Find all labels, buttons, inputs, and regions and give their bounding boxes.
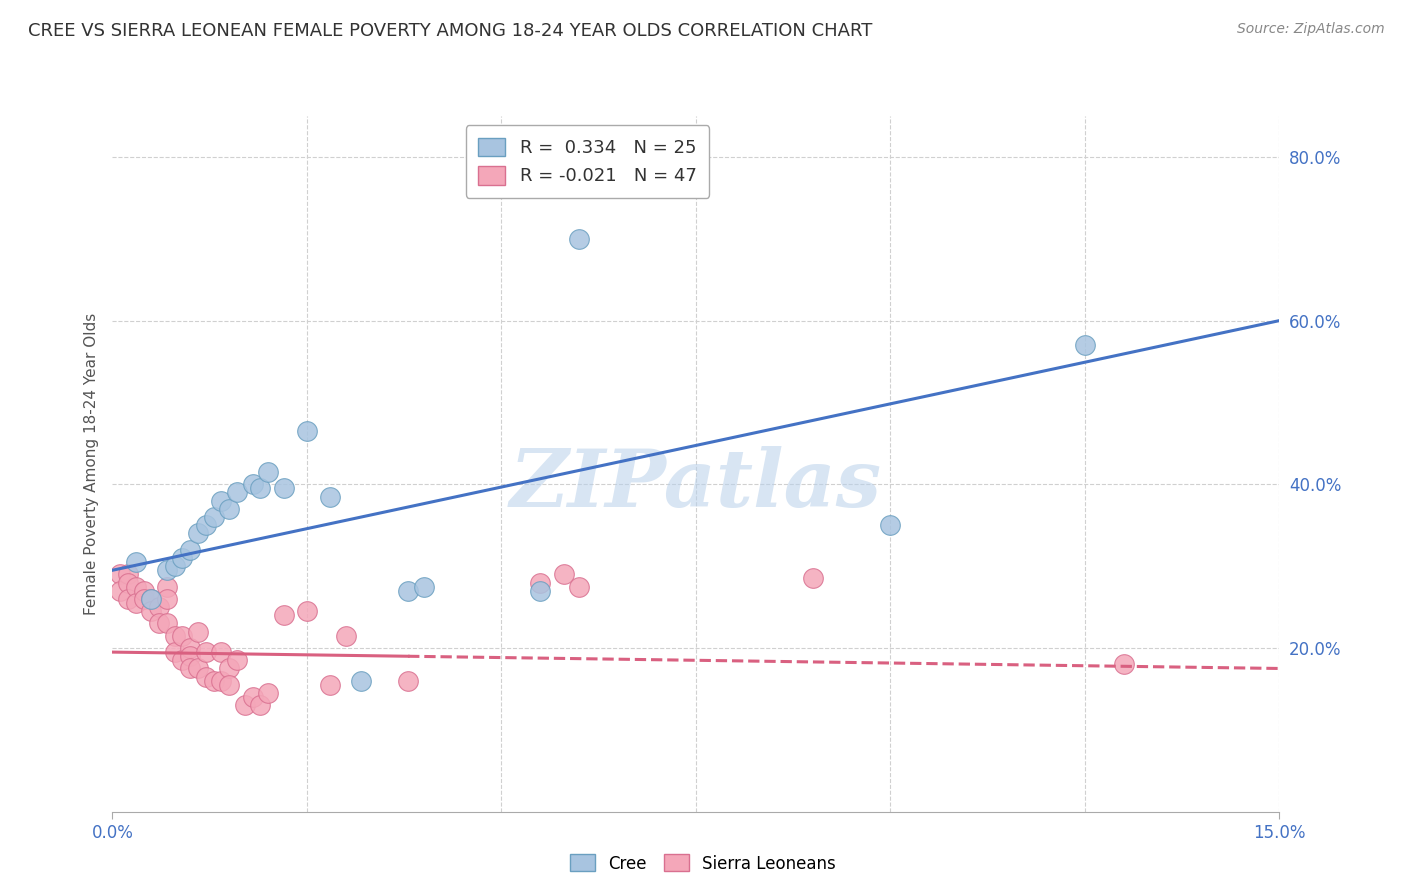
Point xyxy=(179,542,201,557)
Point xyxy=(218,661,240,675)
Y-axis label: Female Poverty Among 18-24 Year Olds: Female Poverty Among 18-24 Year Olds xyxy=(83,313,98,615)
Point xyxy=(1112,657,1135,672)
Point xyxy=(141,591,163,606)
Point xyxy=(163,645,186,659)
Point xyxy=(879,518,901,533)
Point xyxy=(187,526,209,541)
Point xyxy=(172,551,194,566)
Point xyxy=(350,673,373,688)
Point xyxy=(125,596,148,610)
Point xyxy=(179,640,201,655)
Point xyxy=(209,673,232,688)
Point xyxy=(194,645,217,659)
Point xyxy=(233,698,256,713)
Point xyxy=(132,591,155,606)
Point xyxy=(295,424,318,438)
Point xyxy=(148,616,170,631)
Point xyxy=(242,477,264,491)
Point xyxy=(187,661,209,675)
Point xyxy=(529,583,551,598)
Point xyxy=(801,571,824,585)
Legend: R =  0.334   N = 25, R = -0.021   N = 47: R = 0.334 N = 25, R = -0.021 N = 47 xyxy=(465,125,710,198)
Point xyxy=(273,608,295,623)
Point xyxy=(335,629,357,643)
Point xyxy=(568,580,591,594)
Point xyxy=(412,580,434,594)
Point xyxy=(568,232,591,246)
Point xyxy=(209,493,232,508)
Point xyxy=(226,653,249,667)
Point xyxy=(194,518,217,533)
Point xyxy=(117,575,139,590)
Point xyxy=(396,673,419,688)
Point xyxy=(273,482,295,496)
Point xyxy=(156,591,179,606)
Point xyxy=(156,563,179,577)
Point xyxy=(529,575,551,590)
Point xyxy=(319,490,342,504)
Point xyxy=(218,501,240,516)
Point xyxy=(242,690,264,705)
Point xyxy=(319,678,342,692)
Point xyxy=(179,661,201,675)
Point xyxy=(148,600,170,615)
Point xyxy=(163,559,186,574)
Point xyxy=(179,649,201,664)
Point xyxy=(1074,338,1097,352)
Point xyxy=(249,698,271,713)
Point xyxy=(172,653,194,667)
Point xyxy=(202,673,225,688)
Point xyxy=(156,580,179,594)
Point xyxy=(125,580,148,594)
Point xyxy=(249,482,271,496)
Point xyxy=(141,604,163,618)
Point xyxy=(295,604,318,618)
Point xyxy=(117,591,139,606)
Point xyxy=(553,567,575,582)
Point xyxy=(226,485,249,500)
Point xyxy=(117,567,139,582)
Point xyxy=(257,686,280,700)
Point xyxy=(187,624,209,639)
Point xyxy=(141,591,163,606)
Point xyxy=(172,629,194,643)
Point xyxy=(202,510,225,524)
Point xyxy=(125,555,148,569)
Point xyxy=(209,645,232,659)
Text: ZIPatlas: ZIPatlas xyxy=(510,446,882,524)
Point xyxy=(110,567,132,582)
Point xyxy=(156,616,179,631)
Point xyxy=(194,670,217,684)
Point xyxy=(257,465,280,479)
Point xyxy=(110,583,132,598)
Point xyxy=(163,629,186,643)
Text: Source: ZipAtlas.com: Source: ZipAtlas.com xyxy=(1237,22,1385,37)
Text: CREE VS SIERRA LEONEAN FEMALE POVERTY AMONG 18-24 YEAR OLDS CORRELATION CHART: CREE VS SIERRA LEONEAN FEMALE POVERTY AM… xyxy=(28,22,873,40)
Point xyxy=(218,678,240,692)
Point xyxy=(132,583,155,598)
Legend: Cree, Sierra Leoneans: Cree, Sierra Leoneans xyxy=(564,847,842,880)
Point xyxy=(396,583,419,598)
